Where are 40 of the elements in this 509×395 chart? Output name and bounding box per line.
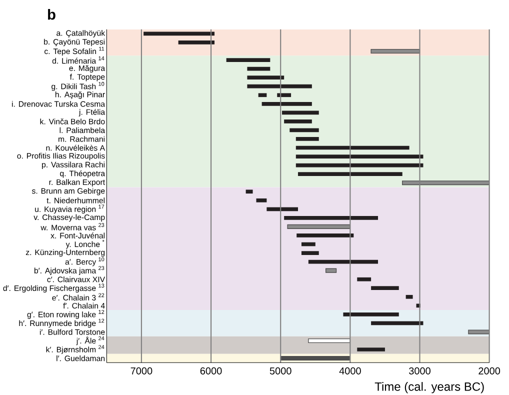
bar: [296, 137, 319, 141]
bar: [370, 49, 420, 54]
bar: [298, 172, 402, 176]
bar: [406, 294, 413, 299]
bar: [284, 120, 312, 124]
bar: [247, 84, 312, 88]
x-tick-label: 7000: [130, 367, 152, 374]
bar: [178, 40, 215, 44]
bar: [357, 277, 372, 282]
bar: [325, 268, 337, 273]
bar: [246, 190, 253, 194]
bar: [247, 66, 270, 71]
bar: [277, 93, 292, 98]
bar: [290, 128, 319, 132]
bar: [308, 338, 351, 343]
chart-title: b: [48, 8, 56, 20]
bar: [301, 251, 319, 255]
x-axis-title: Time (cal. years BC): [374, 382, 484, 394]
bar: [357, 348, 385, 352]
bar: [280, 356, 351, 361]
bar: [301, 242, 316, 246]
bar: [247, 76, 284, 80]
x-tick-label: 5000: [270, 367, 292, 374]
bar: [282, 110, 319, 115]
bar: [371, 286, 399, 290]
x-tick-label: 4000: [339, 367, 361, 374]
bar: [296, 154, 424, 158]
bar: [296, 234, 354, 238]
bar: [284, 216, 378, 220]
x-tick-label: 6000: [200, 367, 222, 374]
bar: [287, 224, 351, 229]
x-tick-label: 2000: [478, 367, 500, 374]
bar: [258, 93, 267, 98]
x-tick-label: 3000: [409, 367, 430, 374]
bar: [343, 312, 399, 316]
bar: [262, 102, 312, 106]
bar: [296, 146, 410, 150]
bar: [266, 207, 298, 212]
bar: [256, 198, 267, 202]
bar: [226, 58, 270, 62]
